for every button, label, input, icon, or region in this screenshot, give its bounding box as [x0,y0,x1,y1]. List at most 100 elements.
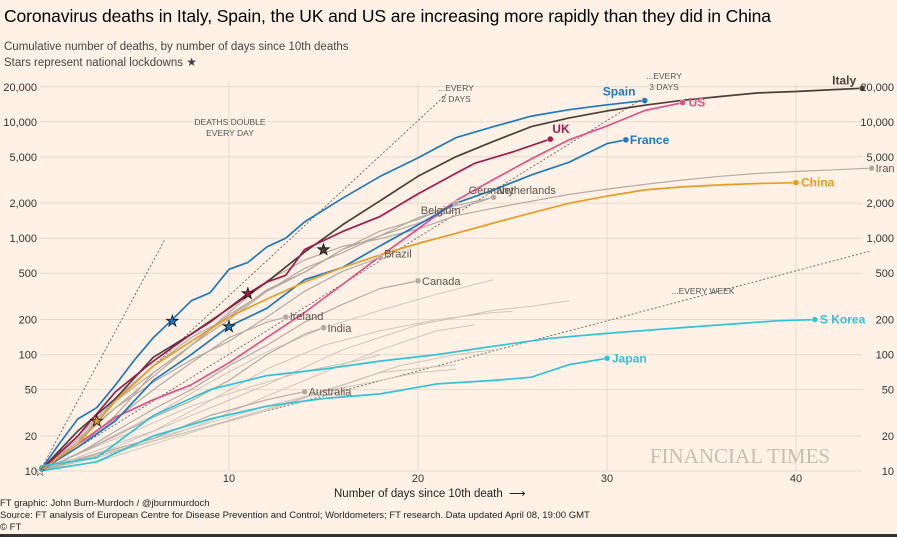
y-tick-label-right: 100 [876,350,894,362]
y-tick-label-right: 500 [876,268,894,280]
x-axis-ticks: 10 20 30 40 [223,473,802,485]
y-tick-label-right: 10,000 [860,117,894,129]
footer-credit: FT graphic: John Burn-Murdoch / @jburnmu… [0,498,210,509]
series-label: India [328,323,353,335]
reference-line-label: 2 DAYS [441,94,471,104]
endpoint-spain [641,97,649,104]
lockdown-stars: ★ ★ ★ ★ ★ ☆ [34,241,331,479]
y-tick-label-right: 200 [876,315,894,327]
series-line-china [39,181,797,472]
other-country-line [39,300,570,472]
endpoint-australia [301,388,308,395]
subtitle-line-2: Stars represent national lockdowns ★ [4,55,349,71]
other-country-line [39,324,475,472]
reference-line-label: DEATHS DOUBLE [194,117,265,127]
other-country-line [39,364,456,472]
series-line-canada [39,280,419,472]
lockdown-star-icon: ★ [90,413,103,430]
series-label: China [801,176,835,190]
x-tick-label: 10 [223,473,235,485]
lockdown-star-icon: ★ [241,285,254,302]
star-icon: ★ [186,55,197,69]
endpoint-uk [547,135,554,143]
endpoint-s-korea [811,316,819,323]
series-line-australia [39,391,305,472]
series-line-s-korea [39,318,815,468]
chart-title: Coronavirus deaths in Italy, Spain, the … [4,6,771,26]
subtitle-line-1: Cumulative number of deaths, by number o… [4,41,349,53]
series-label: Belgium [421,205,461,217]
x-tick-label: 30 [601,473,613,485]
series-label: Germany [469,185,515,197]
series-label: France [630,133,670,147]
series-line-spain [39,99,645,472]
x-axis-label: Number of days since 10th death [334,488,503,500]
series-line-us [39,101,683,472]
endpoint-canada [414,277,422,285]
y-tick-label-right: 5,000 [866,152,894,164]
y-tick-label-left: 2,000 [9,198,37,210]
series-label: Japan [612,351,647,365]
y-tick-label-left: 10 [25,466,37,478]
lockdown-star-icon: ★ [222,318,235,335]
series-label: US [689,96,706,110]
footer-copyright: © FT [0,522,22,533]
y-tick-label-left: 200 [19,315,37,327]
x-tick-label: 20 [412,473,424,485]
bottom-bar [0,534,897,537]
highlighted-country-lines [39,87,863,472]
y-tick-label-left: 50 [25,385,37,397]
reference-line [39,96,646,472]
series-label: Canada [422,276,461,288]
series-line-uk [39,138,551,472]
series-label: UK [552,122,570,136]
endpoint-japan [603,355,611,362]
subtitle-line-2-text: Stars represent national lockdowns [4,57,183,69]
chart-subtitle: Cumulative number of deaths, by number o… [4,40,349,71]
endpoint-netherlands [490,193,497,201]
series-label: Italy [832,73,856,87]
y-tick-label-left: 1,000 [9,233,37,245]
series-label: Netherlands [497,185,557,197]
reference-line-label: ...EVERY [438,83,474,93]
lockdown-star-icon: ★ [317,241,330,258]
reference-line-label: EVERY DAY [206,128,254,138]
endpoint-italy [858,85,866,92]
series-label: Spain [603,85,636,99]
endpoint-belgium [452,199,460,207]
series-label: Australia [309,387,353,399]
endpoint-iran [868,164,875,172]
arrow-right-icon: ⟶ [509,488,526,500]
footer-source: Source: FT analysis of European Centre f… [0,510,590,521]
y-tick-label-left: 5,000 [9,152,37,164]
lockdown-star-icon: ★ [166,313,179,330]
y-tick-label-right: 10 [882,466,894,478]
series-label: Ireland [290,311,324,323]
series-line-japan [39,357,608,472]
y-tick-label-left: 500 [19,268,37,280]
series-label: S Korea [820,313,866,327]
reference-line-label: 3 DAYS [649,82,679,92]
reference-line-label: ...EVERY [646,71,682,81]
endpoint-us [679,99,686,106]
y-tick-label-left: 20 [25,431,37,443]
x-tick-label: 40 [790,473,802,485]
watermark: FINANCIAL TIMES [650,444,830,468]
x-axis-label-group: Number of days since 10th death ⟶ [334,488,526,500]
series-label: Iran [876,163,895,175]
endpoint-ireland [282,313,289,321]
y-tick-label-right: 1,000 [866,233,894,245]
series-endpoints: Italy Spain US UK France China S Korea Japan Ira… [282,73,895,399]
y-tick-label-left: 10,000 [3,117,37,129]
y-tick-label-right: 50 [882,385,894,397]
y-tick-label-right: 2,000 [866,198,894,210]
reference-line [39,250,872,472]
endpoint-france [622,136,630,144]
lockdown-star-icon: ☆ [34,463,47,479]
series-line-italy [39,87,863,472]
y-axis-ticks: 10 10 20 20 50 50 100 100 200 200 500 500 1,000 1,000… [3,82,894,478]
endpoint-india [320,324,327,332]
y-tick-label-right: 20,000 [860,82,894,94]
